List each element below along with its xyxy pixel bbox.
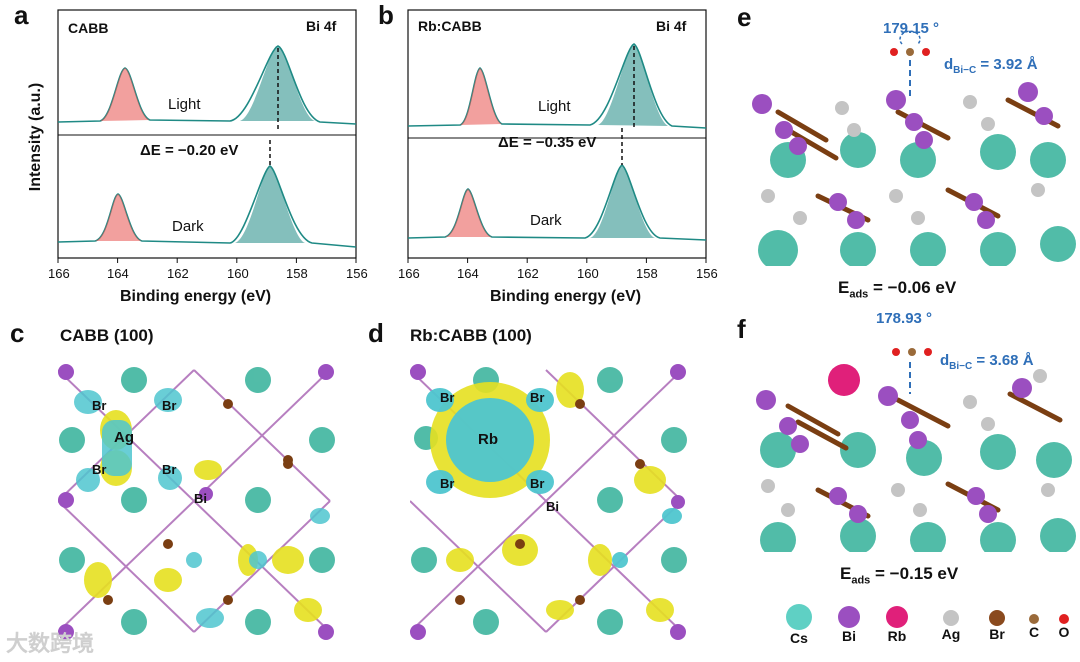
atom-label-br: Br [440,476,455,491]
sample-label-b: Rb:CABB [418,18,482,34]
delta-label-b: ΔE = −0.35 eV [498,134,597,151]
x-tick-label: 162 [517,266,539,281]
y-axis-label-a: Intensity (a.u.) [27,82,44,192]
light-peak-teal-b [598,44,668,126]
x-axis-label-b: Binding energy (eV) [490,288,642,305]
light-peak-red-b [460,68,502,125]
atom-label-br: Br [92,398,107,413]
adsorption-energy-e: Eads = −0.06 eV [838,278,957,301]
legend-item-br: Br [982,610,1012,642]
xps-chart-a [57,9,357,263]
legend-swatch-cs [786,604,812,630]
orbital-label-b: Bi 4f [656,18,687,34]
atom-label-rb: Rb [478,431,498,448]
x-tick-label: 166 [48,266,70,281]
atom-label-br: Br [530,476,545,491]
legend-item-o: O [1052,614,1076,640]
atom-label-bi: Bi [194,491,207,506]
legend-item-ag: Ag [936,610,966,642]
x-tick-label: 158 [636,266,658,281]
x-tick-label: 156 [346,266,368,281]
light-trace-teal-b [407,43,707,129]
light-peak-red-a [100,68,150,121]
dark-peak-teal-b [590,165,655,238]
atom-label-ag: Ag [114,429,134,446]
structure-image-d [410,364,687,640]
legend-label: Rb [887,628,907,644]
legend-swatch-br [989,610,1005,626]
legend-swatch-bi [838,606,860,628]
atom-legend: Cs Bi Rb Ag Br C O [776,604,1076,660]
legend-label: Cs [790,630,808,646]
x-tick-label: 160 [227,266,249,281]
legend-label: Ag [941,626,961,642]
legend-swatch-ag [943,610,959,626]
panel-letter-f: f [737,314,746,344]
panel-letter-c: c [10,318,25,348]
atom-label-br: Br [440,390,455,405]
legend-swatch-rb [886,606,908,628]
structure-image-f [756,348,1076,552]
legend-label: O [1058,624,1070,640]
distance-label-f: dBi−C = 3.68 Å [940,352,1034,372]
legend-swatch-o [1059,614,1069,624]
legend-swatch-c [1029,614,1039,624]
adsorption-energy-f: Eads = −0.15 eV [840,564,959,587]
atom-label-br: Br [530,390,545,405]
legend-item-c: C [1022,614,1046,640]
light-label-a: Light [168,96,201,113]
x-tick-label: 164 [107,266,129,281]
panel-letter-a: a [14,0,29,30]
x-tick-label: 164 [457,266,479,281]
atom-label-br: Br [162,398,177,413]
xps-chart-b [407,9,707,263]
atom-label-bi: Bi [546,499,559,514]
x-tick-label: 158 [286,266,308,281]
x-tick-label: 166 [398,266,420,281]
dark-peak-teal-a [235,166,305,243]
plot-frame-b [407,9,707,259]
legend-item-cs: Cs [784,604,814,646]
atom-label-br: Br [92,462,107,477]
dark-peak-red-a [95,194,142,241]
structure-image-c [58,364,335,640]
sample-label-a: CABB [68,20,109,36]
plot-frame-a [57,9,357,259]
watermark: 大数跨境 [6,631,95,656]
panel-title-c: CABB (100) [60,326,154,345]
legend-label: Bi [842,628,856,644]
panel-title-d: Rb:CABB (100) [410,326,532,345]
rb-atom-f [828,364,860,396]
legend-label: C [1028,624,1040,640]
x-ticks-a [57,258,357,263]
dark-label-b: Dark [530,212,562,229]
angle-label-f: 178.93 ° [876,310,933,327]
panel-letter-b: b [378,0,394,30]
delta-label-a: ΔE = −0.20 eV [140,142,239,159]
co2-molecule-f [892,348,932,356]
legend-label: Br [989,626,1005,642]
x-ticks-b [407,258,707,263]
dark-peak-red-b [445,189,492,237]
atom-label-br: Br [162,462,177,477]
distance-label-e: dBi−C = 3.92 Å [944,56,1038,76]
legend-item-bi: Bi [834,606,864,644]
legend-item-rb: Rb [882,606,912,644]
angle-label-e: 179.15 ° [883,20,940,37]
x-axis-label-a: Binding energy (eV) [120,288,272,305]
panel-letter-e: e [737,2,752,32]
structure-image-e [752,30,1076,266]
x-tick-label: 160 [577,266,599,281]
dark-label-a: Dark [172,218,204,235]
light-label-b: Light [538,98,571,115]
x-tick-label: 162 [167,266,189,281]
panel-letter-d: d [368,318,384,348]
light-trace-teal-a [57,45,357,125]
x-tick-label: 156 [696,266,718,281]
co2-molecule-e [890,30,930,56]
orbital-label-a: Bi 4f [306,18,337,34]
